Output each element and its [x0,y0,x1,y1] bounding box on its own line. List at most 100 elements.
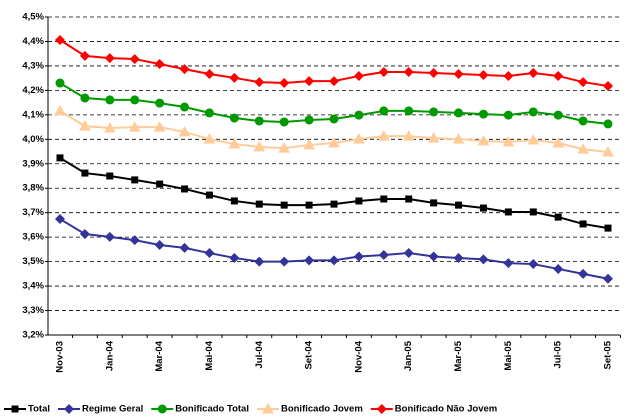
marker [454,108,464,118]
marker [553,110,563,120]
marker [304,76,315,87]
marker [253,140,266,152]
marker [79,120,91,131]
marker [380,195,388,203]
marker [602,145,614,157]
marker [478,109,488,119]
marker [329,76,339,87]
marker [502,135,515,147]
marker [578,77,589,88]
marker [428,68,439,79]
marker [552,136,565,148]
y-tick-label: 4,5% [22,12,44,23]
marker [603,119,613,129]
marker [529,208,537,216]
marker [128,121,141,132]
marker [503,110,513,120]
marker [254,256,265,267]
marker [106,172,114,180]
y-tick-label: 3,8% [22,183,44,194]
marker [527,134,540,145]
marker [403,248,414,259]
y-tick-label: 3,4% [22,281,44,292]
marker [155,98,165,108]
marker [528,107,538,117]
y-tick-label: 4,4% [22,36,44,47]
marker [229,252,240,263]
x-tick-label: Set-04 [304,340,315,369]
x-tick-label: Mar-04 [154,340,165,371]
marker [104,53,115,64]
marker [178,125,191,137]
y-tick-label: 3,9% [22,158,44,169]
marker [402,130,415,141]
marker [304,115,314,125]
marker [603,273,613,284]
marker [153,121,166,132]
marker [504,208,512,216]
marker [204,248,215,259]
marker [503,258,514,269]
marker [452,133,465,144]
marker [553,263,564,274]
marker [181,185,189,193]
marker [478,254,489,265]
marker [453,68,464,79]
y-tick-label: 4,1% [22,109,44,120]
x-tick-label: Nov-03 [55,341,66,373]
marker [303,138,315,150]
marker [528,68,539,79]
marker [131,176,139,184]
marker [105,95,115,105]
x-tick-label: Mai-05 [503,340,514,370]
x-tick-label: Set-05 [603,340,614,369]
marker [455,201,463,209]
y-tick-label: 4,0% [22,134,44,145]
marker [305,201,313,209]
legend-marker [157,404,167,414]
marker [205,191,213,199]
marker [353,70,364,81]
marker [405,195,413,203]
x-tick-label: Nov-04 [353,340,364,372]
marker [554,213,562,221]
marker [278,142,291,153]
legend-marker [262,402,274,414]
marker [479,204,487,212]
legend-label: Total [28,404,50,415]
marker [477,134,490,146]
marker [404,106,414,116]
marker [354,110,364,120]
marker [353,133,365,144]
marker [355,197,363,205]
marker [577,143,589,154]
marker [379,106,389,116]
x-tick-label: Jul-05 [553,340,564,368]
marker [578,268,589,279]
marker [203,133,216,144]
marker [79,228,90,239]
marker [603,80,613,91]
marker [279,78,290,89]
marker [429,107,439,117]
x-tick-label: Jan-05 [403,340,414,371]
marker [80,93,90,103]
marker [427,132,440,143]
marker [229,72,240,83]
legend-label: Bonificado Jovem [281,404,363,415]
marker [230,197,238,205]
marker [378,67,389,78]
y-tick-label: 3,5% [22,256,44,267]
marker [229,113,239,123]
marker [204,68,215,79]
marker [329,255,339,266]
marker [280,201,288,209]
marker [279,256,290,267]
marker [55,214,65,225]
x-tick-label: Jan-04 [104,340,115,371]
legend-label: Regime Geral [82,404,143,415]
marker [430,199,438,207]
marker [129,235,140,246]
